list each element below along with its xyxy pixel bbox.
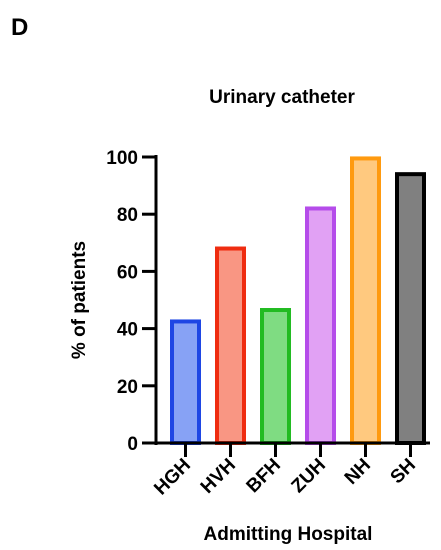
bar-bfh	[260, 308, 291, 446]
chart-title: Urinary catheter	[209, 87, 355, 108]
panel-label: D	[11, 14, 28, 41]
bar-nh	[350, 156, 381, 445]
x-tick-label-nh: NH	[341, 455, 375, 489]
y-tick-label-0: 0	[127, 434, 138, 455]
x-tick-label-hvh: HVH	[197, 455, 240, 498]
x-axis-label: Admitting Hospital	[204, 524, 373, 545]
plot-area: 0 20 40 60 80 100 HGH HVH BFH ZUH NH SH	[106, 148, 430, 499]
bar-hgh	[170, 319, 201, 446]
x-tick-label-bfh: BFH	[243, 455, 285, 497]
x-tick-label-hgh: HGH	[150, 455, 195, 500]
y-tick-label-80: 80	[117, 205, 138, 226]
bar-hvh	[215, 246, 246, 445]
y-tick-label-100: 100	[106, 148, 138, 169]
x-tick-label-sh: SH	[387, 455, 421, 489]
y-tick-label-60: 60	[117, 262, 138, 283]
x-tick-label-zuh: ZUH	[288, 455, 330, 497]
bar-zuh	[305, 206, 336, 445]
y-tick-label-40: 40	[117, 320, 138, 341]
bar-sh	[395, 172, 426, 445]
y-axis-label: % of patients	[69, 241, 90, 359]
y-tick-label-20: 20	[117, 377, 138, 398]
